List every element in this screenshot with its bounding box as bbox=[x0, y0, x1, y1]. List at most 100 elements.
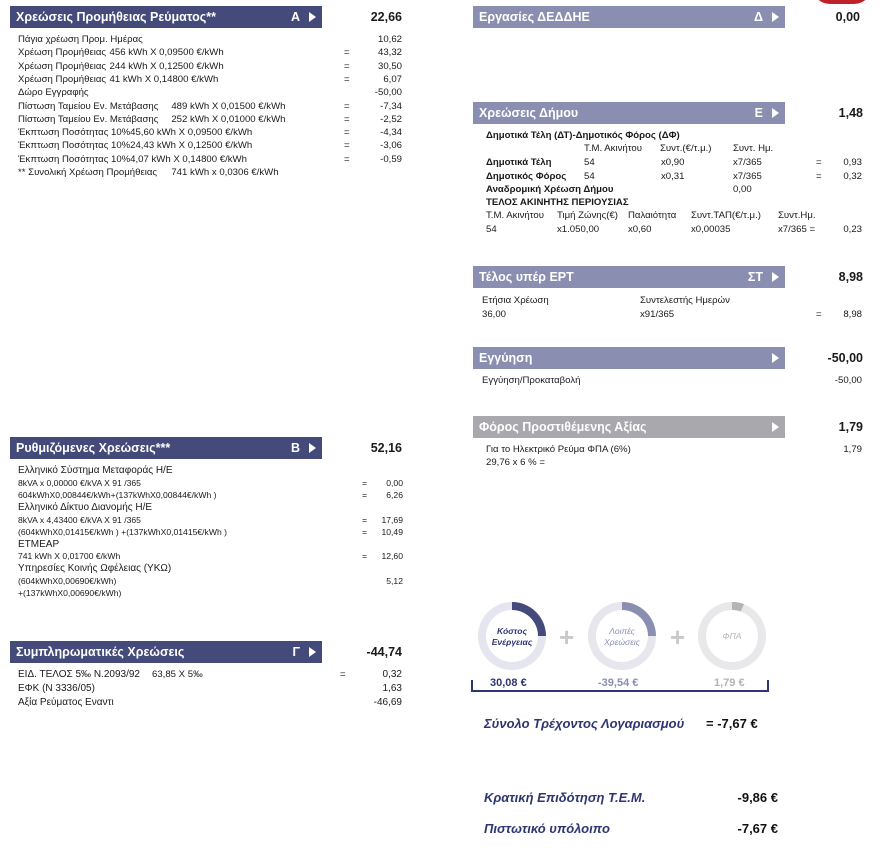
section-b-row-text: +(137kWhX0,00690€/kWh) bbox=[18, 588, 122, 598]
municipal-fees-eq: = bbox=[816, 157, 822, 168]
section-a-row-eq: = bbox=[344, 140, 350, 152]
section-a-row-value: 30,50 bbox=[377, 60, 402, 72]
section-b-code: Β bbox=[290, 441, 300, 455]
section-a-row-detail: 45,60 kWh X 0,09500 €/kWh bbox=[130, 127, 253, 139]
section-a-row-value: 43,32 bbox=[377, 47, 402, 59]
section-b-row-text: 741 kWh X 0,01700 €/kWh bbox=[18, 551, 121, 561]
plus-sign-2: + bbox=[670, 622, 686, 652]
section-e-code: Ε bbox=[754, 106, 763, 120]
section-a-title: Χρεώσεις Προμήθειας Ρεύματος** bbox=[16, 10, 216, 24]
section-a-row-detail: 489 kWh X 0,01500 €/kWh bbox=[171, 100, 286, 112]
section-g-header[interactable]: Συμπληρωματικές Χρεώσεις Γ bbox=[10, 641, 322, 663]
chevron-right-icon bbox=[309, 443, 316, 453]
section-a-row-detail: 4,07 kWh X 0,14800 €/kWh bbox=[130, 153, 247, 165]
section-b-row-eq: = bbox=[362, 478, 368, 488]
section-d-header[interactable]: Εργασίες ΔΕΔΔΗΕ Δ bbox=[473, 6, 785, 28]
tap-col-zone: Τιμή Ζώνης(€) bbox=[557, 210, 618, 221]
guarantee-label: Εγγύηση/Προκαταβολή bbox=[482, 375, 581, 386]
section-g-title: Συμπληρωματικές Χρεώσεις bbox=[16, 645, 185, 659]
municipal-heading: Δημοτικά Τέλη (ΔΤ)-Δημοτικός Φόρος (ΔΦ) bbox=[486, 130, 680, 141]
section-a-row-label: Χρέωση Προμήθειας bbox=[18, 47, 107, 59]
vat-calc: 29,76 x 6 % = bbox=[486, 457, 545, 468]
section-a-row-value: -0,59 bbox=[380, 153, 402, 165]
section-b-row-value: 12,60 bbox=[381, 551, 403, 561]
tap-col-age: Παλαιότητα bbox=[628, 210, 677, 221]
ert-annual-value: 36,00 bbox=[482, 309, 507, 320]
ert-eq: = bbox=[816, 309, 822, 320]
chevron-right-icon bbox=[772, 353, 779, 363]
section-a-row-value: 6,07 bbox=[383, 73, 402, 85]
municipal-tax-days: x7/365 bbox=[733, 171, 762, 182]
section-b-row-eq: = bbox=[362, 490, 368, 500]
section-g-row-label: Αξία Ρεύματος Εναντι bbox=[18, 697, 114, 708]
section-a-row-detail: 741 kWh x 0,0306 €/kWh bbox=[171, 167, 279, 178]
section-b-row-eq: = bbox=[362, 551, 368, 561]
vat-circle: ΦΠΑ bbox=[696, 600, 768, 672]
ert-days-value: x91/365 bbox=[640, 309, 675, 320]
vat-label: Για το Ηλεκτρικό Ρεύμα ΦΠΑ (6%) bbox=[486, 444, 631, 455]
section-g-row-value: 1,63 bbox=[382, 683, 402, 694]
section-b-header[interactable]: Ρυθμιζόμενες Χρεώσεις*** Β bbox=[10, 437, 322, 459]
section-st-header[interactable]: Τέλος υπέρ ΕΡΤ ΣΤ bbox=[473, 266, 785, 288]
summary-value-2: -39,54 € bbox=[596, 677, 641, 689]
tap-col-area: Τ.Μ. Ακινήτου bbox=[486, 210, 544, 221]
tap-coef: x0,00035 bbox=[691, 224, 731, 235]
section-a-row-label: Χρέωση Προμήθειας bbox=[18, 73, 107, 85]
section-a-row-value: -4,34 bbox=[380, 127, 402, 139]
plus-sign-1: + bbox=[559, 622, 575, 652]
vat-value: 1,79 bbox=[843, 444, 862, 455]
subsidy-label: Κρατική Επιδότηση Τ.Ε.Μ. bbox=[484, 790, 646, 805]
municipal-fees-value: 0,93 bbox=[843, 157, 862, 168]
section-a-row-label: Έκπτωση Ποσότητας 10% bbox=[18, 127, 131, 139]
energy-cost-line1: Κόστος bbox=[497, 626, 527, 636]
ert-value: 8,98 bbox=[843, 309, 862, 320]
section-e-header[interactable]: Χρεώσεις Δήμου Ε bbox=[473, 102, 785, 124]
section-g-row-eq: = bbox=[340, 669, 346, 680]
section-a-row-label: Έκπτωση Ποσότητας 10% bbox=[18, 140, 131, 152]
section-d-code: Δ bbox=[754, 10, 763, 24]
section-b-row-text: Ελληνικό Σύστημα Μεταφοράς Η/Ε bbox=[18, 465, 173, 476]
section-a-header[interactable]: Χρεώσεις Προμήθειας Ρεύματος** Α bbox=[10, 6, 322, 28]
section-a-row-value: -2,52 bbox=[380, 113, 402, 125]
tap-col-coef: Συντ.ΤΑΠ(€/τ.μ.) bbox=[691, 210, 761, 221]
section-b-row-value: 6,26 bbox=[386, 490, 403, 500]
section-st-code: ΣΤ bbox=[747, 270, 763, 284]
municipal-tax-value: 0,32 bbox=[843, 171, 862, 182]
chevron-right-icon bbox=[772, 272, 779, 282]
section-a-code: Α bbox=[290, 10, 300, 24]
ert-days-label: Συντελεστής Ημερών bbox=[640, 295, 730, 306]
tap-zone: x1.050,00 bbox=[557, 224, 600, 235]
vat-circle-label: ΦΠΑ bbox=[722, 631, 742, 641]
energy-cost-line2: Ενέργειας bbox=[491, 637, 533, 647]
guarantee-header[interactable]: Εγγύηση bbox=[473, 347, 785, 369]
section-a-row-detail: 244 kWh X 0,12500 €/kWh bbox=[109, 60, 224, 72]
chevron-right-icon bbox=[309, 647, 316, 657]
section-a-row-value: -3,06 bbox=[380, 140, 402, 152]
section-a-row-value: 10,62 bbox=[377, 34, 402, 45]
section-e-total: 1,48 bbox=[838, 106, 863, 120]
section-a-row-eq: = bbox=[344, 127, 350, 139]
section-b-row-text: 8kVA x 4,43400 €/kVA X 91 /365 bbox=[18, 515, 141, 525]
section-g-row-detail: 63,85 X 5‰ bbox=[152, 669, 203, 680]
section-b-row-text: Υπηρεσίες Κοινής Ωφέλειας (ΥΚΩ) bbox=[18, 563, 172, 574]
section-b-row-text: 604kWhX0,00844€/kWh+(137kWhX0,00844€/kWh… bbox=[18, 490, 217, 500]
credit-label: Πιστωτικό υπόλοιπο bbox=[484, 821, 610, 836]
section-a-row-label: Πίστωση Ταμείου Εν. Μετάβασης bbox=[18, 100, 159, 112]
retro-value: 0,00 bbox=[733, 184, 752, 195]
tap-days: x7/365 = bbox=[778, 224, 816, 235]
col-coef: Συντ.(€/τ.μ.) bbox=[660, 143, 712, 154]
energy-cost-circle: Κόστος Ενέργειας bbox=[476, 600, 548, 672]
section-a-total: 22,66 bbox=[370, 10, 402, 24]
section-a-row-label: Χρέωση Προμήθειας bbox=[18, 60, 107, 72]
credit-value: -7,67 € bbox=[737, 821, 778, 836]
other-charges-circle: Λοιπές Χρεώσεις bbox=[586, 600, 658, 672]
municipal-fees-area: 54 bbox=[584, 157, 595, 168]
vat-header[interactable]: Φόρος Προστιθέμενης Αξίας bbox=[473, 416, 785, 438]
logo-fragment bbox=[812, 0, 872, 4]
chevron-right-icon bbox=[772, 12, 779, 22]
section-a-row-eq: = bbox=[344, 153, 350, 165]
section-b-row-text: 8kVA x 0,00000 €/kVA X 91 /365 bbox=[18, 478, 141, 488]
section-b-row-value: 10,49 bbox=[381, 527, 403, 537]
section-b-row-value: 5,12 bbox=[386, 576, 403, 586]
section-a-row-eq: = bbox=[344, 47, 350, 59]
